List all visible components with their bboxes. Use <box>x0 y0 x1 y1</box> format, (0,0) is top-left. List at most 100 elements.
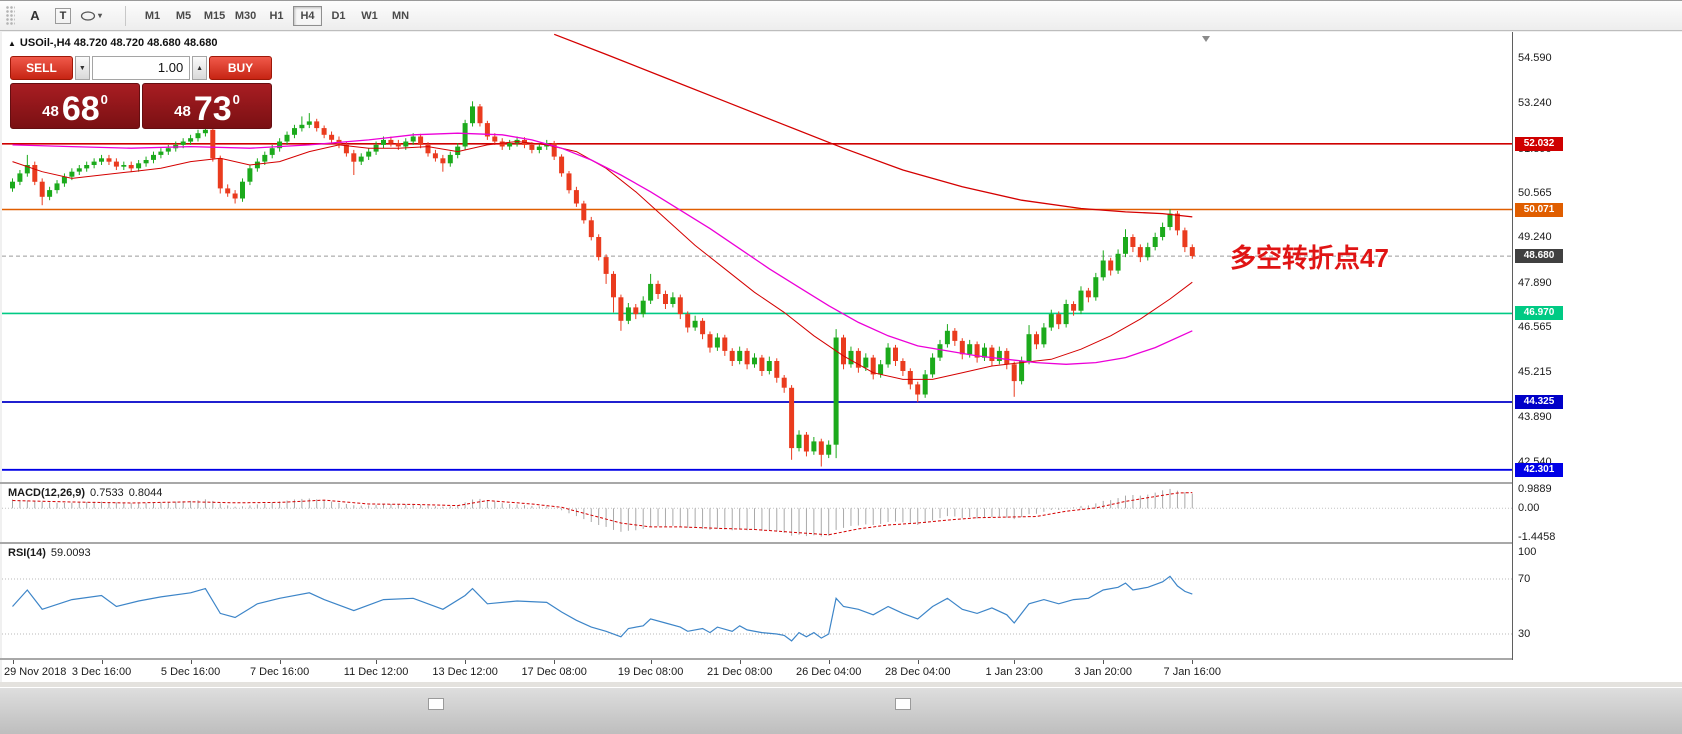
rsi-canvas[interactable] <box>2 544 1512 658</box>
price-axis-label: 47.890 <box>1518 276 1552 289</box>
macd-pane[interactable]: MACD(12,26,9) 0.7533 0.8044 <box>2 484 1512 542</box>
time-axis[interactable]: 29 Nov 2018 3 Dec 16:00 5 Dec 16:00 7 Dec 1… <box>2 660 1682 682</box>
time-tick <box>554 660 556 664</box>
price-level-tag: 46.970 <box>1515 306 1563 321</box>
sell-price-sup: 0 <box>100 92 108 107</box>
tab-h1[interactable]: H1 <box>269 9 284 22</box>
time-axis-label: 3 Jan 20:00 <box>1074 666 1132 678</box>
buy-price-big: 73 <box>193 89 232 128</box>
price-canvas[interactable] <box>2 32 1512 482</box>
taskbar-strip <box>0 687 1682 734</box>
taskbar-item[interactable] <box>895 698 911 710</box>
rsi-axis-label: 70 <box>1518 573 1531 585</box>
ohlc-values: 48.720 48.720 48.680 48.680 <box>73 37 218 49</box>
caret-down-icon: ▼ <box>78 64 86 72</box>
time-axis-label: 7 Jan 16:00 <box>1163 666 1222 678</box>
macd-value-signal: 0.8044 <box>128 487 163 499</box>
price-level-tag: 50.071 <box>1515 202 1563 217</box>
price-axis-label: 53.240 <box>1518 97 1552 110</box>
pane-splitter[interactable] <box>0 482 1682 484</box>
macd-value-main: 0.7533 <box>90 487 124 499</box>
symbol-title: USOil-,H4 <box>19 37 71 49</box>
tab-m15[interactable]: M15 <box>203 9 226 22</box>
macd-name: MACD(12,26,9) <box>8 487 86 499</box>
toolbar-separator <box>125 5 127 26</box>
arrow-tool-button[interactable]: A <box>30 8 40 23</box>
macd-axis-label: 0.00 <box>1518 502 1540 515</box>
time-tick <box>917 660 919 664</box>
time-tick <box>279 660 281 664</box>
chevron-down-icon: ▾ <box>98 11 103 20</box>
chart-annotation[interactable]: 多空转折点47 <box>1230 243 1389 273</box>
time-tick <box>650 660 652 664</box>
toolbar-grip[interactable] <box>6 5 15 26</box>
text-tool-button[interactable]: T <box>51 5 75 27</box>
tab-h4[interactable]: H4 <box>293 5 323 26</box>
tab-mn[interactable]: MN <box>391 9 410 22</box>
time-tick <box>101 660 103 664</box>
lot-size-input[interactable]: 1.00 <box>91 56 191 80</box>
rsi-value: 59.0093 <box>50 547 91 559</box>
taskbar-item[interactable] <box>428 698 444 710</box>
time-axis-label: 5 Dec 16:00 <box>160 666 221 678</box>
price-axis[interactable]: 54.59053.24051.89050.56549.24047.89046.5… <box>1512 32 1682 682</box>
time-tick <box>12 660 14 664</box>
time-tick <box>828 660 830 664</box>
shapes-tool-button[interactable]: ▾ <box>79 5 103 27</box>
buy-price-display[interactable]: 48 73 0 <box>142 83 272 129</box>
price-axis-label: 46.565 <box>1518 320 1552 333</box>
time-axis-label: 26 Dec 04:00 <box>795 666 862 678</box>
price-axis-label: 54.590 <box>1518 52 1552 65</box>
time-axis-label: 1 Jan 23:00 <box>985 666 1043 678</box>
caret-up-icon: ▲ <box>196 64 204 72</box>
tab-w1[interactable]: W1 <box>361 9 378 22</box>
time-axis-label: 21 Dec 08:00 <box>706 666 773 678</box>
price-level-tag: 42.301 <box>1515 462 1563 477</box>
time-tick <box>376 660 378 664</box>
pane-splitter[interactable] <box>0 542 1682 544</box>
rsi-axis-label: 100 <box>1518 546 1537 558</box>
one-click-trading-panel: SELL ▼ 1.00 ▲ BUY 48 68 0 48 73 0 <box>10 56 272 129</box>
price-level-tag: 48.680 <box>1515 249 1563 264</box>
buy-button[interactable]: BUY <box>209 56 272 80</box>
text-tool-icon: T <box>54 7 72 24</box>
sell-price-display[interactable]: 48 68 0 <box>10 83 140 129</box>
time-axis-label: 11 Dec 12:00 <box>343 666 409 678</box>
buy-price-prefix: 48 <box>174 103 191 120</box>
sell-price-big: 68 <box>61 89 100 128</box>
time-tick <box>465 660 467 664</box>
time-axis-label: 28 Dec 04:00 <box>885 666 951 678</box>
price-axis-label: 50.565 <box>1518 186 1552 199</box>
tab-m1[interactable]: M1 <box>144 9 161 22</box>
symbol-info: ▲ USOil-,H4 48.720 48.720 48.680 48.680 <box>8 37 217 49</box>
price-axis-label: 45.215 <box>1518 366 1552 379</box>
rsi-name: RSI(14) <box>8 547 46 559</box>
lot-increase-button[interactable]: ▲ <box>192 56 208 80</box>
macd-axis-label: -1.4458 <box>1518 530 1556 543</box>
chart-shift-marker[interactable] <box>1202 36 1210 42</box>
price-axis-label: 49.240 <box>1518 231 1552 244</box>
oneclick-collapse-icon[interactable]: ▲ <box>8 39 16 48</box>
macd-canvas[interactable] <box>2 484 1512 542</box>
rsi-label: RSI(14) 59.0093 <box>8 547 91 559</box>
tab-m5[interactable]: M5 <box>175 9 192 22</box>
price-level-tag: 44.325 <box>1515 395 1563 409</box>
macd-axis-label: 0.9889 <box>1518 482 1552 495</box>
time-tick <box>739 660 741 664</box>
rsi-pane[interactable]: RSI(14) 59.0093 <box>2 544 1512 658</box>
price-axis-label: 43.890 <box>1518 410 1552 423</box>
rsi-axis-label: 30 <box>1518 628 1531 640</box>
time-tick <box>1014 660 1016 664</box>
buy-price-sup: 0 <box>232 92 240 107</box>
sell-button[interactable]: SELL <box>10 56 73 80</box>
time-axis-label: 19 Dec 08:00 <box>617 666 684 678</box>
time-axis-label: 29 Nov 2018 <box>4 666 67 678</box>
tab-m30[interactable]: M30 <box>234 9 257 22</box>
tab-d1[interactable]: D1 <box>331 9 346 22</box>
price-chart-pane[interactable]: ▲ USOil-,H4 48.720 48.720 48.680 48.680 S… <box>2 32 1512 482</box>
time-axis-border <box>0 658 1682 660</box>
price-level-tag: 52.032 <box>1515 136 1563 151</box>
ellipse-icon <box>80 10 96 21</box>
time-tick <box>1103 660 1105 664</box>
lot-decrease-button[interactable]: ▼ <box>74 56 90 80</box>
